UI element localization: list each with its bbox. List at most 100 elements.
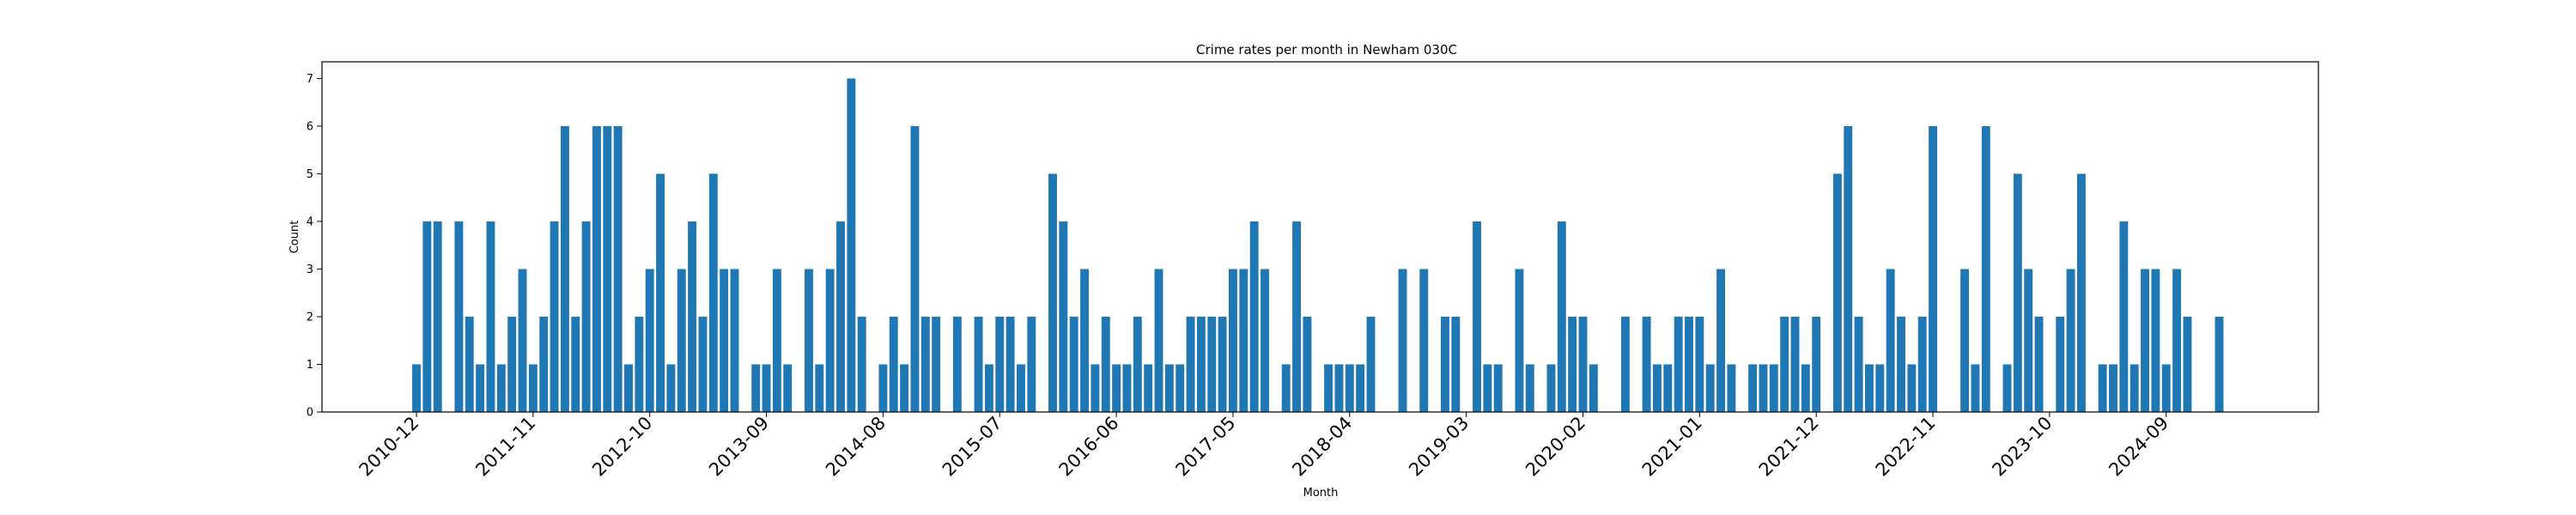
chart-title: Crime rates per month in Newham 030C xyxy=(1196,42,1457,58)
bar xyxy=(1790,316,1800,412)
bar xyxy=(889,316,898,412)
x-tick-label: 2010-12 xyxy=(355,413,423,481)
bar xyxy=(1801,364,1810,412)
bar xyxy=(1473,221,1481,412)
bar xyxy=(1249,221,1259,412)
x-tick-label: 2019-03 xyxy=(1405,413,1473,481)
bar xyxy=(1812,316,1821,412)
bar xyxy=(751,364,761,412)
bar xyxy=(592,125,601,412)
bar xyxy=(613,125,623,412)
bar xyxy=(666,364,676,412)
bar xyxy=(656,173,665,412)
bar xyxy=(1334,364,1344,412)
x-tick-label: 2023-10 xyxy=(1988,413,2056,481)
bar xyxy=(2172,269,2182,412)
bar xyxy=(1557,221,1566,412)
bar xyxy=(1578,316,1588,412)
bar xyxy=(581,221,591,412)
bar xyxy=(772,269,781,412)
bar xyxy=(2056,316,2065,412)
bar xyxy=(847,78,856,413)
bar xyxy=(2119,221,2129,412)
bar xyxy=(1589,364,1598,412)
x-tick-label: 2018-04 xyxy=(1288,413,1356,481)
bar xyxy=(412,364,421,412)
bar xyxy=(1069,316,1078,412)
y-tick-label: 6 xyxy=(307,120,313,133)
bar xyxy=(2151,269,2160,412)
bar xyxy=(1207,316,1217,412)
bar xyxy=(645,269,654,412)
bar xyxy=(1356,364,1365,412)
bar xyxy=(1005,316,1015,412)
bar xyxy=(1960,269,1970,412)
bar xyxy=(528,364,538,412)
x-axis: 2010-12 2011-11 2012-10 2013-09 2014-08 2015-… xyxy=(355,412,2172,481)
bar xyxy=(2077,173,2086,412)
bar xyxy=(1748,364,1758,412)
bar xyxy=(635,316,644,412)
bar xyxy=(1441,316,1449,412)
bar xyxy=(560,125,569,412)
bar xyxy=(805,269,813,412)
bar xyxy=(1780,316,1789,412)
bar xyxy=(1048,173,1057,412)
bar xyxy=(422,221,432,412)
x-tick-label: 2013-09 xyxy=(705,413,773,481)
bar xyxy=(677,269,686,412)
y-tick-label: 4 xyxy=(307,215,313,228)
bar xyxy=(1144,364,1153,412)
bar xyxy=(2215,316,2224,412)
bar xyxy=(1261,269,1269,412)
bar xyxy=(974,316,983,412)
y-axis: 0 1 2 3 4 5 6 7 xyxy=(307,73,322,420)
bar xyxy=(720,269,729,412)
x-tick-label: 2016-06 xyxy=(1055,413,1123,481)
y-tick-label: 5 xyxy=(307,168,313,181)
y-tick-label: 2 xyxy=(307,311,313,324)
bar xyxy=(1897,316,1905,412)
bar xyxy=(603,125,612,412)
bar xyxy=(2002,364,2012,412)
x-tick-label: 2011-11 xyxy=(471,413,539,481)
bar xyxy=(2034,316,2044,412)
bar xyxy=(1907,364,1917,412)
bar xyxy=(1017,364,1025,412)
bar xyxy=(815,364,824,412)
bar xyxy=(1886,269,1895,412)
bar xyxy=(1133,316,1142,412)
bar xyxy=(1324,364,1334,412)
x-tick-label: 2015-07 xyxy=(939,413,1006,481)
bar xyxy=(1281,364,1291,412)
bar xyxy=(688,221,697,412)
bar xyxy=(1844,125,1853,412)
bar xyxy=(624,364,633,412)
bar xyxy=(454,221,464,412)
bar xyxy=(783,364,793,412)
bar xyxy=(1685,316,1693,412)
bar xyxy=(1091,364,1100,412)
bar xyxy=(1653,364,1662,412)
bar xyxy=(1154,269,1163,412)
bar xyxy=(2141,269,2149,412)
bar xyxy=(2013,173,2022,412)
bar xyxy=(1080,269,1089,412)
bar xyxy=(1854,316,1863,412)
bar xyxy=(857,316,866,412)
bar xyxy=(952,316,962,412)
plot-frame xyxy=(321,61,2319,413)
y-tick-label: 1 xyxy=(307,359,313,372)
bar xyxy=(2183,316,2192,412)
bar xyxy=(1568,316,1577,412)
bar xyxy=(507,316,517,412)
bar xyxy=(1929,125,1937,412)
bar xyxy=(1059,221,1068,412)
bar xyxy=(496,364,506,412)
bar xyxy=(1620,316,1630,412)
bar xyxy=(1695,316,1704,412)
x-tick-label: 2021-12 xyxy=(1755,413,1823,481)
bar xyxy=(1112,364,1121,412)
bar xyxy=(1759,364,1768,412)
bar xyxy=(518,269,527,412)
